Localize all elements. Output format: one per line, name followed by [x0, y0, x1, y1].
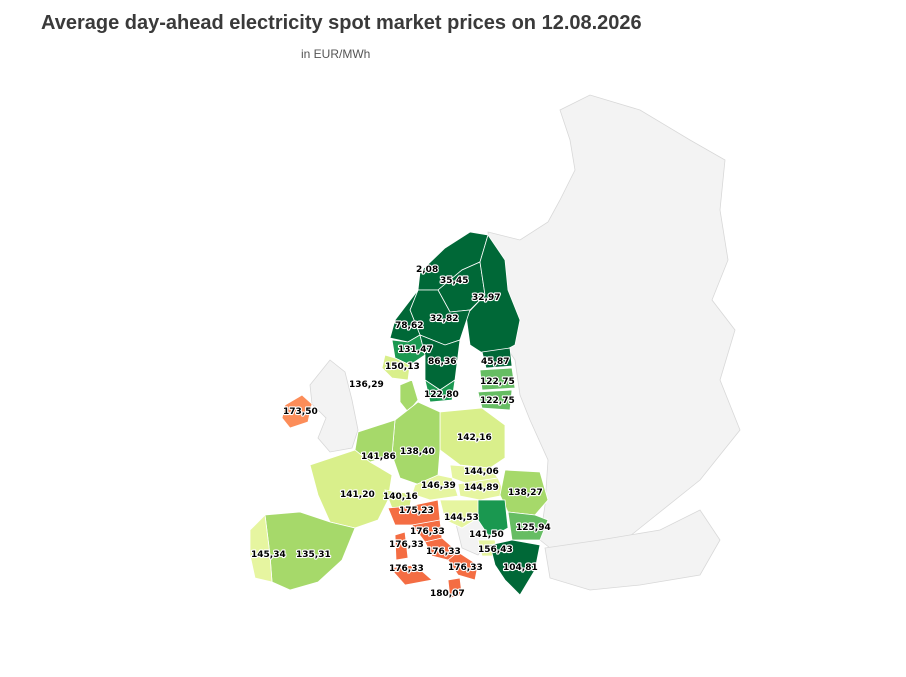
region-lt[interactable] [477, 389, 513, 411]
price-label-rs: 141,50 [469, 530, 504, 540]
background-land-turkey [544, 509, 721, 591]
region-it-sicily[interactable] [389, 564, 433, 586]
region-fi[interactable] [465, 234, 521, 359]
region-rs[interactable] [477, 499, 509, 539]
price-label-de: 138,40 [400, 447, 435, 457]
price-label-be: 141,86 [361, 452, 396, 462]
region-hu[interactable] [457, 477, 506, 501]
price-label-hu: 144,89 [464, 483, 499, 493]
region-bg[interactable] [507, 511, 549, 541]
price-label-no4: 2,08 [416, 265, 438, 275]
price-label-se3: 86,36 [428, 357, 456, 367]
price-label-fr: 141,20 [340, 490, 375, 500]
price-label-se4: 122,80 [424, 390, 459, 400]
region-pt[interactable] [249, 514, 273, 583]
background-land-east [487, 94, 741, 561]
price-label-me: 156,43 [478, 545, 513, 555]
price-label-hr: 144,53 [444, 513, 479, 523]
price-label-it-calabria: 180,07 [430, 589, 465, 599]
price-label-fi: 32,97 [472, 293, 500, 303]
region-it-sardinia[interactable] [394, 531, 409, 561]
region-it-south[interactable] [447, 551, 479, 581]
price-label-it-csouth: 176,33 [426, 547, 461, 557]
price-label-it-cnorth: 176,33 [410, 527, 445, 537]
price-label-no1: 131,47 [398, 345, 433, 355]
region-gr[interactable] [489, 539, 541, 596]
price-label-ie: 173,50 [283, 407, 318, 417]
region-lv[interactable] [479, 367, 516, 391]
price-label-pt: 145,34 [251, 550, 286, 560]
price-label-gr: 104,81 [503, 563, 538, 573]
price-label-no2: 150,13 [385, 362, 420, 372]
price-label-ch: 140,16 [383, 492, 418, 502]
price-label-it-sardinia: 176,33 [389, 540, 424, 550]
price-label-bg: 125,94 [516, 523, 551, 533]
region-ee[interactable] [481, 347, 513, 369]
price-label-no3: 78,62 [395, 321, 423, 331]
price-label-it-sicily: 176,33 [389, 564, 424, 574]
price-label-pl: 142,16 [457, 433, 492, 443]
region-fr[interactable] [309, 449, 393, 529]
price-label-at: 146,39 [421, 481, 456, 491]
region-ie[interactable] [281, 394, 313, 429]
price-label-it-north: 175,23 [399, 506, 434, 516]
region-no2[interactable] [381, 354, 411, 381]
region-it-calabria[interactable] [447, 577, 463, 599]
region-se4[interactable] [424, 379, 456, 403]
price-label-ro: 138,27 [508, 488, 543, 498]
chart-subtitle: in EUR/MWh [301, 47, 371, 61]
price-label-ee: 45,87 [481, 357, 509, 367]
price-label-es: 135,31 [296, 550, 331, 560]
price-label-dk1: 136,29 [349, 380, 384, 390]
price-label-se2: 32,82 [430, 314, 458, 324]
region-be[interactable] [354, 419, 396, 463]
price-label-it-south: 176,33 [448, 563, 483, 573]
price-label-lv: 122,75 [480, 377, 515, 387]
region-hr[interactable] [439, 499, 481, 529]
chart-title: Average day-ahead electricity spot marke… [41, 12, 642, 34]
region-pl[interactable] [439, 407, 506, 469]
price-labels: 2,08 35,45 32,97 32,82 78,62 131,47 86,3… [250, 264, 552, 600]
price-label-sk: 144,06 [464, 467, 499, 477]
price-label-lt: 122,75 [480, 396, 515, 406]
price-label-se1: 35,45 [440, 276, 468, 286]
region-de[interactable] [391, 401, 441, 486]
background-land-uk [309, 359, 359, 453]
